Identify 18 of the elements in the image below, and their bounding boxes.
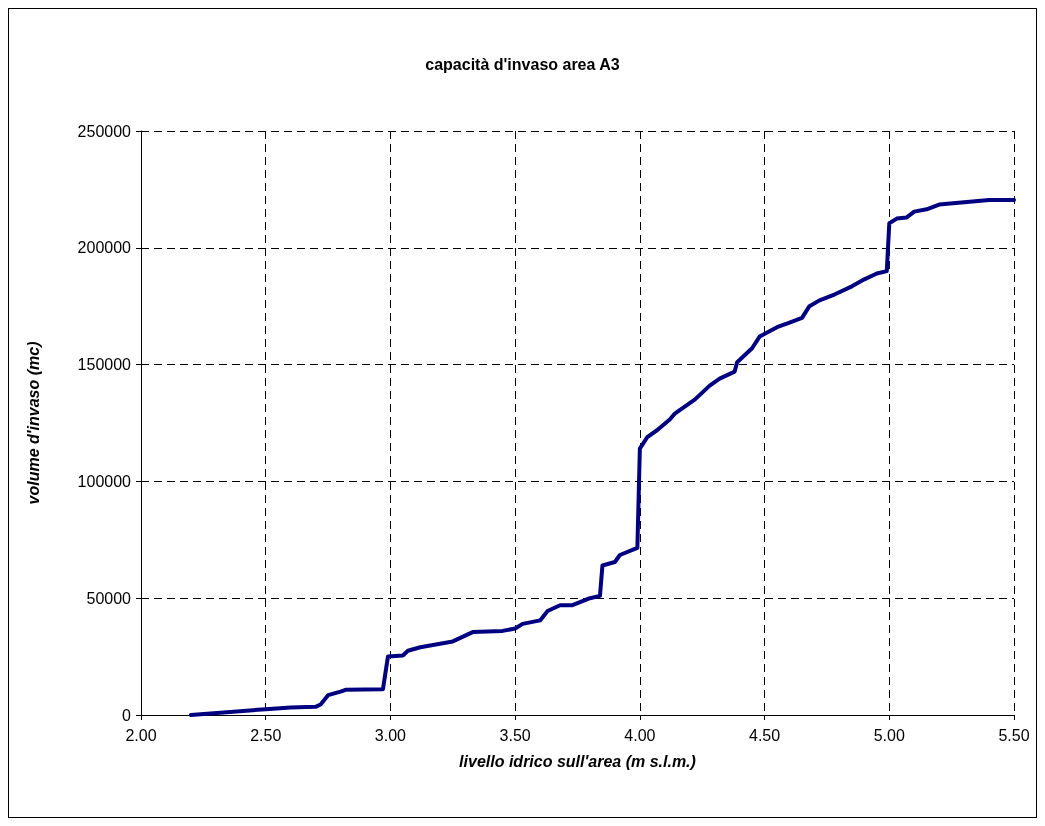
line-series bbox=[188, 197, 1016, 717]
x-tick-label: 2.50 bbox=[250, 726, 282, 744]
x-tick-label: 3.00 bbox=[374, 726, 407, 744]
x-tick-label: 5.50 bbox=[998, 726, 1030, 744]
x-tick-label: 5.00 bbox=[873, 726, 905, 744]
y-tick-label: 200000 bbox=[77, 239, 132, 257]
y-tick-label: 250000 bbox=[77, 122, 132, 140]
x-tick-label: 4.50 bbox=[749, 726, 781, 744]
x-tick-label: 3.50 bbox=[499, 726, 531, 744]
x-axis-title: livello idrico sull'area (m s.l.m.) bbox=[459, 752, 696, 770]
y-tick-label: 0 bbox=[122, 706, 132, 724]
y-tick-label: 100000 bbox=[77, 472, 132, 490]
x-tick-label: 4.00 bbox=[624, 726, 656, 744]
chart-title: capacità d'invaso area A3 bbox=[425, 55, 620, 73]
y-tick-label: 150000 bbox=[77, 356, 132, 374]
y-tick-label: 50000 bbox=[86, 589, 132, 607]
x-tick-label: 2.00 bbox=[125, 726, 157, 744]
y-axis-title: volume d'invaso (mc) bbox=[24, 341, 42, 505]
